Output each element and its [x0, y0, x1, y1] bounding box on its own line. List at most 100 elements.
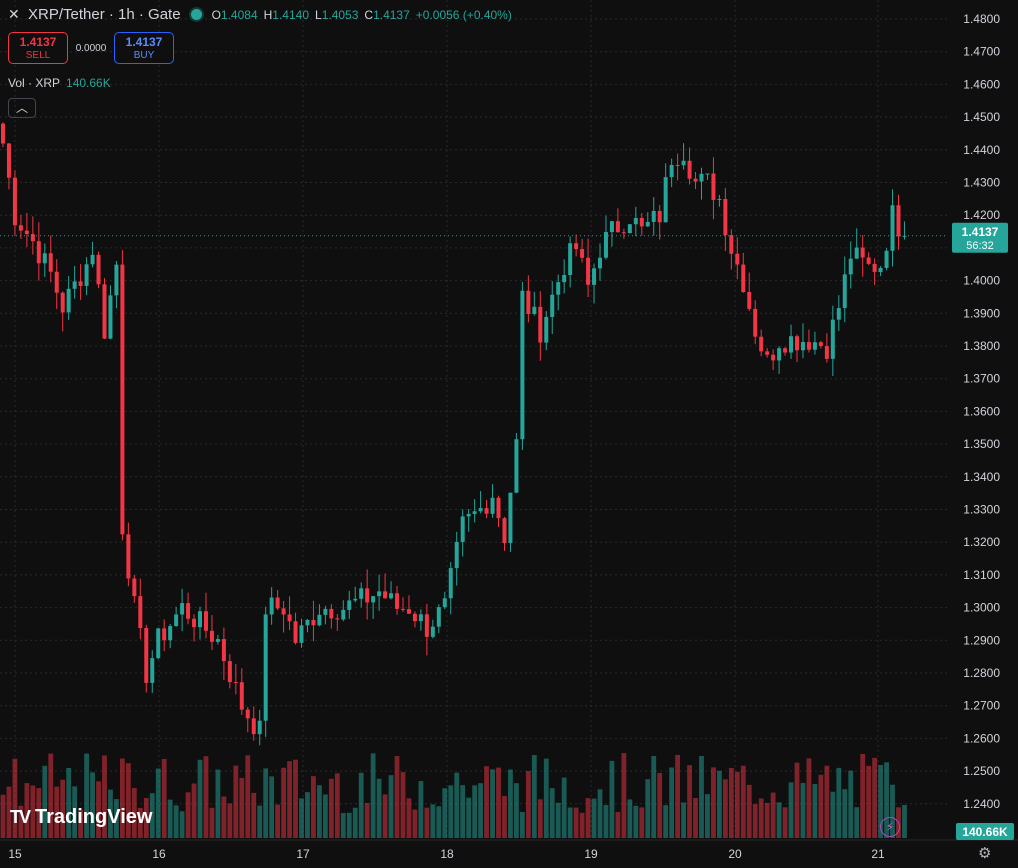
volume-bar [197, 759, 203, 838]
chevron-up-icon[interactable]: ︿ [8, 98, 36, 118]
volume-bar [448, 785, 454, 838]
lightning-icon[interactable]: ⚡ [880, 817, 900, 837]
sell-button[interactable]: 1.4137 SELL [8, 32, 68, 64]
y-tick-label: 1.3600 [963, 404, 1000, 418]
candle-body [789, 336, 794, 353]
tradingview-logo[interactable]: TV TradingView [10, 806, 152, 829]
volume-bar [54, 786, 60, 838]
volume-bar [143, 797, 149, 838]
candle-body [639, 217, 644, 227]
y-tick-label: 1.2600 [963, 731, 1000, 745]
volume-bar [454, 772, 460, 838]
volume-bar [699, 756, 704, 838]
sell-price: 1.4137 [19, 35, 57, 49]
volume-bar [245, 755, 251, 838]
volume-bar [657, 773, 663, 838]
volume-bar [752, 804, 758, 838]
candle-body [18, 225, 23, 231]
candle-body [239, 682, 244, 710]
candle-body [377, 591, 382, 597]
y-tick-label: 1.3200 [963, 535, 1000, 549]
volume-legend[interactable]: Vol · XRP 140.66K [8, 76, 111, 90]
candle-body [96, 254, 101, 285]
candle-body [860, 247, 865, 258]
candle-body [580, 249, 585, 258]
candle-body [699, 173, 704, 182]
gear-icon[interactable]: ⚙ [978, 845, 992, 862]
high-value: 1.4140 [272, 7, 309, 22]
candle-body [430, 626, 435, 637]
candle-body [532, 306, 537, 314]
volume-bar [466, 797, 472, 838]
candle-body [621, 232, 626, 234]
volume-bar [519, 811, 525, 838]
volume-bar [233, 765, 239, 838]
candle-body [663, 177, 668, 223]
candle-body [12, 177, 17, 226]
volume-bar [645, 779, 651, 838]
candle-body [896, 205, 901, 237]
volume-bar [394, 756, 400, 838]
volume-bar [788, 782, 794, 838]
volume-bar [717, 770, 722, 838]
candle-body [836, 308, 841, 320]
volume-bar [346, 812, 352, 838]
volume-bar [6, 786, 12, 838]
volume-bar [376, 778, 382, 838]
volume-bar [687, 765, 692, 838]
candle-body [830, 319, 835, 359]
candle-body [24, 230, 29, 235]
volume-bar [872, 757, 878, 838]
candle-body [866, 257, 871, 264]
volume-bar [24, 783, 30, 838]
volume-bar [472, 785, 478, 838]
volume-bar [179, 811, 185, 838]
symbol-title[interactable]: XRP/Tether · 1h · Gate [28, 6, 181, 23]
close-value: 1.4137 [373, 7, 410, 22]
volume-bar [824, 765, 830, 838]
candle-body [42, 253, 47, 264]
volume-bar [388, 775, 394, 838]
volume-bar [573, 807, 579, 838]
volume-bar [287, 761, 292, 838]
y-tick-label: 1.2700 [963, 699, 1000, 713]
y-tick-label: 1.4200 [963, 208, 1000, 222]
candle-body [263, 614, 268, 721]
volume-bar [131, 787, 137, 838]
volume-bar [490, 769, 495, 838]
y-tick-label: 1.4000 [963, 274, 1000, 288]
candle-body [186, 603, 191, 619]
volume-bar [531, 755, 537, 838]
close-icon[interactable]: ✕ [8, 6, 20, 22]
candle-body [418, 614, 423, 622]
volume-bar [78, 809, 84, 838]
candle-body [335, 618, 340, 620]
trade-panel: 1.4137 SELL 0.0000 1.4137 BUY [8, 32, 174, 64]
candle-body [293, 621, 298, 643]
candle-body [556, 282, 561, 295]
candle-body [436, 607, 441, 627]
volume-bar [334, 773, 340, 838]
candle-body [753, 308, 758, 337]
volume-bar [185, 792, 191, 838]
candle-body [126, 534, 131, 579]
symbol-header: ✕ XRP/Tether · 1h · Gate O1.4084 H1.4140… [8, 6, 512, 23]
candle-body [108, 295, 113, 339]
open-value: 1.4084 [220, 7, 258, 22]
volume-bar [120, 758, 125, 838]
candle-body [645, 221, 650, 227]
volume-bar [293, 759, 298, 838]
volume-bar [884, 762, 889, 838]
candle-body [305, 619, 310, 626]
candle-body [138, 596, 143, 629]
volume-bar [579, 812, 585, 838]
volume-bar [317, 785, 322, 838]
x-tick-label: 19 [584, 847, 598, 861]
candle-body [615, 221, 620, 233]
volume-bar [508, 769, 513, 838]
buy-button[interactable]: 1.4137 BUY [114, 32, 174, 64]
candle-body [347, 600, 352, 610]
volume-bar [728, 767, 734, 838]
candle-body [174, 614, 179, 627]
